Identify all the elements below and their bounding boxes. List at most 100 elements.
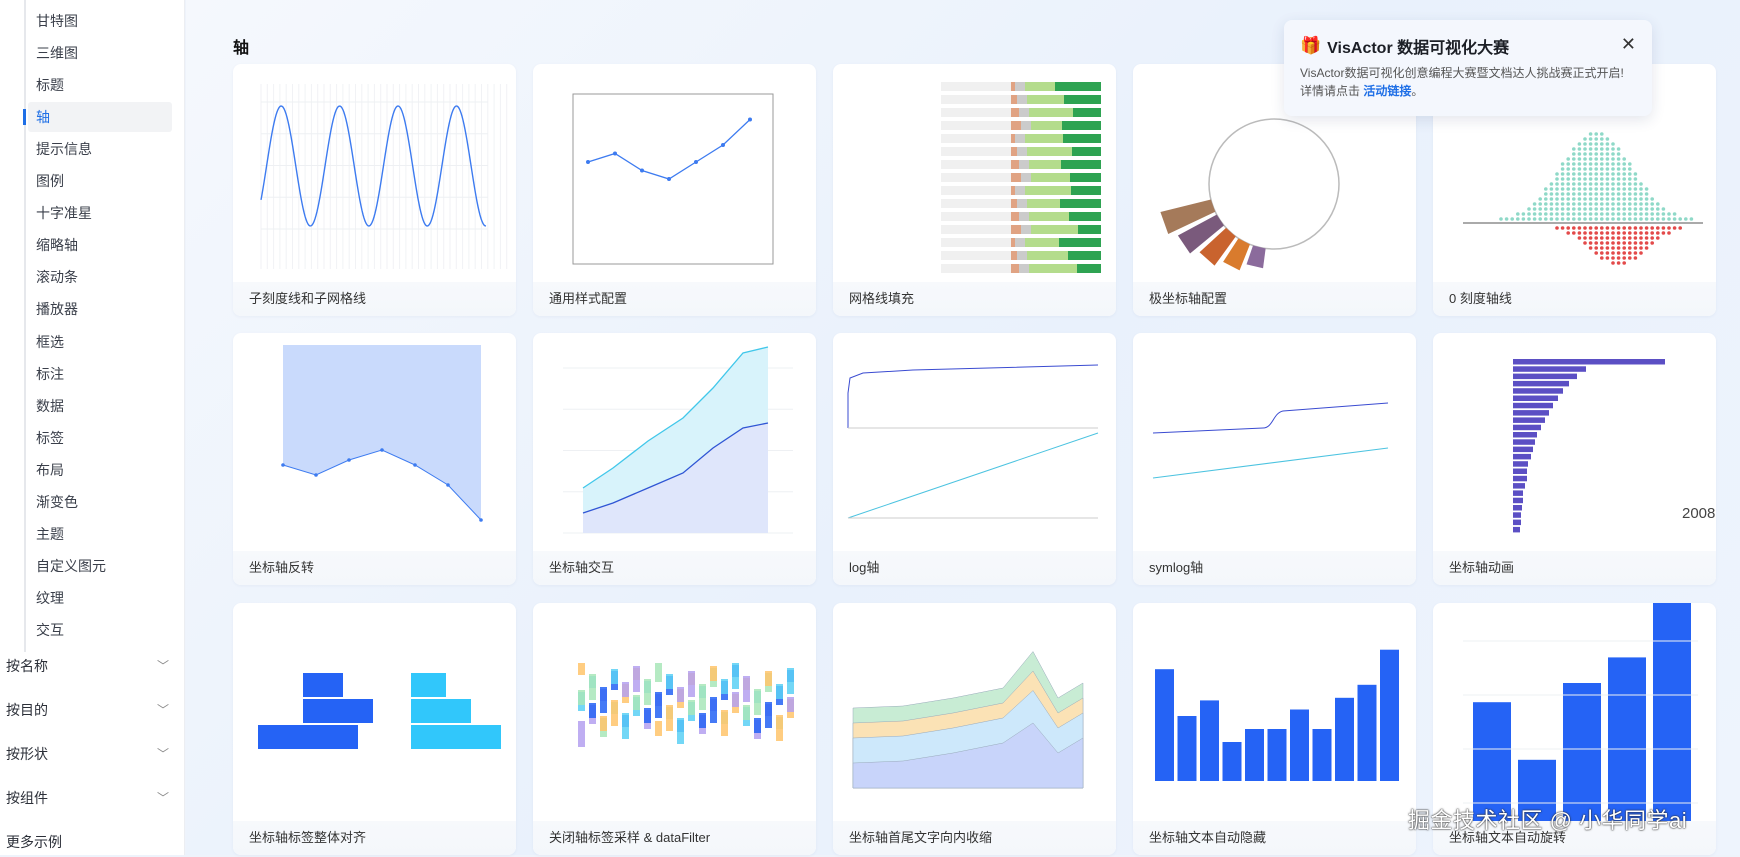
range-bar xyxy=(754,718,761,733)
sidebar-group[interactable]: 按目的 ﹀ xyxy=(6,695,171,725)
range-bar xyxy=(710,697,717,723)
example-card[interactable]: 坐标轴文本自动隐藏 xyxy=(1133,603,1416,855)
sidebar-group[interactable]: 按形状 ﹀ xyxy=(6,739,171,769)
range-bar xyxy=(743,705,750,720)
sidebar-group[interactable]: 按组件 ﹀ xyxy=(6,783,171,813)
dot-men xyxy=(1566,207,1570,211)
sidebar-item[interactable]: 自定义图元 xyxy=(36,557,106,574)
example-card[interactable]: symlog轴 xyxy=(1133,333,1416,585)
sidebar-item[interactable]: 标注 xyxy=(36,365,64,382)
gift-icon: 🎁 xyxy=(1300,36,1322,55)
dot-men xyxy=(1577,187,1582,191)
sidebar-item[interactable]: 主题 xyxy=(36,525,64,542)
line-lower xyxy=(582,422,769,514)
dot-men xyxy=(1594,152,1598,156)
dot-men xyxy=(1605,187,1610,191)
close-icon[interactable]: ✕ xyxy=(1620,34,1636,54)
sidebar-item[interactable]: 缩略轴 xyxy=(36,237,78,254)
dot-men xyxy=(1594,217,1598,221)
sidebar-item[interactable]: 标题 xyxy=(36,77,64,94)
sidebar-more-examples[interactable]: 更多示例 xyxy=(6,827,171,857)
example-card[interactable]: 网格线填充 xyxy=(833,64,1116,316)
example-card[interactable]: 坐标轴交互 xyxy=(533,333,816,585)
dot-men xyxy=(1661,217,1666,221)
dot-men xyxy=(1633,197,1638,201)
dot-women xyxy=(1633,251,1638,255)
sidebar-item[interactable]: 数据 xyxy=(36,397,64,414)
range-bar xyxy=(666,705,673,731)
card-label: 坐标轴反转 xyxy=(233,551,516,585)
example-card[interactable]: 坐标轴首尾文字向内收缩 xyxy=(833,603,1116,855)
bar xyxy=(411,725,501,749)
example-card[interactable]: 坐标轴反转 xyxy=(233,333,516,585)
dot-men xyxy=(1577,192,1582,196)
dot-men xyxy=(1577,217,1582,221)
sidebar-item[interactable]: 轴 xyxy=(23,102,172,133)
bar xyxy=(1513,439,1535,445)
example-card[interactable]: log轴 xyxy=(833,333,1116,585)
chart-mark xyxy=(1029,108,1073,117)
polar-axis xyxy=(1208,118,1340,250)
sidebar-group[interactable]: 按名称 ﹀ xyxy=(6,651,171,681)
dot-men xyxy=(1600,147,1604,151)
group-label: 按组件 xyxy=(6,790,48,806)
polar-bar xyxy=(1223,238,1250,271)
bar xyxy=(1513,512,1521,518)
sidebar-item[interactable]: 标签 xyxy=(36,429,64,446)
sidebar-item[interactable]: 提示信息 xyxy=(36,141,92,158)
dot-men xyxy=(1555,172,1559,176)
dot-women xyxy=(1600,246,1604,250)
sidebar-item[interactable]: 框选 xyxy=(36,333,64,350)
example-card[interactable]: 坐标轴标签整体对齐 xyxy=(233,603,516,855)
dot-men xyxy=(1650,197,1654,201)
chart-thumbnail xyxy=(572,93,774,265)
dot-men xyxy=(1667,217,1671,221)
dot-men xyxy=(1538,217,1542,221)
dot-men xyxy=(1538,197,1542,201)
sidebar-item[interactable]: 纹理 xyxy=(36,589,64,606)
example-card[interactable]: 关闭轴标签采样 & dataFilter xyxy=(533,603,816,855)
dot-men xyxy=(1628,197,1632,201)
dot-men xyxy=(1622,182,1626,186)
sidebar-item[interactable]: 渐变色 xyxy=(36,493,78,510)
chart-mark xyxy=(1011,238,1015,247)
sidebar-item[interactable]: 十字准星 xyxy=(36,205,92,222)
dot-men xyxy=(1588,187,1593,191)
example-card[interactable]: 子刻度线和子网格线 xyxy=(233,64,516,316)
chart-mark xyxy=(1077,264,1101,273)
bar xyxy=(1513,446,1533,453)
example-card[interactable]: 坐标轴文本自动旋转 xyxy=(1433,603,1716,855)
sidebar-item[interactable]: 播放器 xyxy=(36,301,78,318)
dot-men xyxy=(1532,212,1537,216)
dot-men xyxy=(1605,142,1610,146)
dot-women xyxy=(1644,236,1649,240)
dot-men xyxy=(1633,172,1638,176)
dot-men xyxy=(1544,202,1548,206)
activity-link[interactable]: 活动链接 xyxy=(1363,84,1412,98)
chart-mark xyxy=(1029,160,1061,169)
card-label: 子刻度线和子网格线 xyxy=(233,282,516,316)
example-card[interactable]: 通用样式配置 xyxy=(533,64,816,316)
sidebar: 甘特图三维图标题轴提示信息图例十字准星缩略轴滚动条播放器框选标注数据标签布局渐变… xyxy=(0,0,185,855)
bar xyxy=(1267,729,1287,781)
chart-mark xyxy=(1011,264,1019,273)
sidebar-item[interactable]: 图例 xyxy=(36,173,64,190)
sidebar-item[interactable]: 三维图 xyxy=(36,45,78,62)
sidebar-item[interactable]: 交互 xyxy=(36,621,64,638)
dot-men xyxy=(1672,212,1677,216)
example-card[interactable]: 坐标轴动画 xyxy=(1433,333,1716,585)
dot-men xyxy=(1628,167,1632,171)
sidebar-item[interactable]: 甘特图 xyxy=(36,13,78,29)
dot-men xyxy=(1616,177,1621,181)
dot-men xyxy=(1583,197,1587,201)
dot-men xyxy=(1639,197,1643,201)
dot-women xyxy=(1605,226,1610,230)
chart-mark xyxy=(1027,147,1072,156)
dot-men xyxy=(1560,182,1565,186)
dot-women xyxy=(1588,226,1593,230)
sidebar-item[interactable]: 布局 xyxy=(36,461,64,478)
dot-men xyxy=(1594,157,1598,161)
polar-bar xyxy=(1160,199,1216,235)
dot-men xyxy=(1678,217,1682,221)
sidebar-item[interactable]: 滚动条 xyxy=(36,269,78,286)
